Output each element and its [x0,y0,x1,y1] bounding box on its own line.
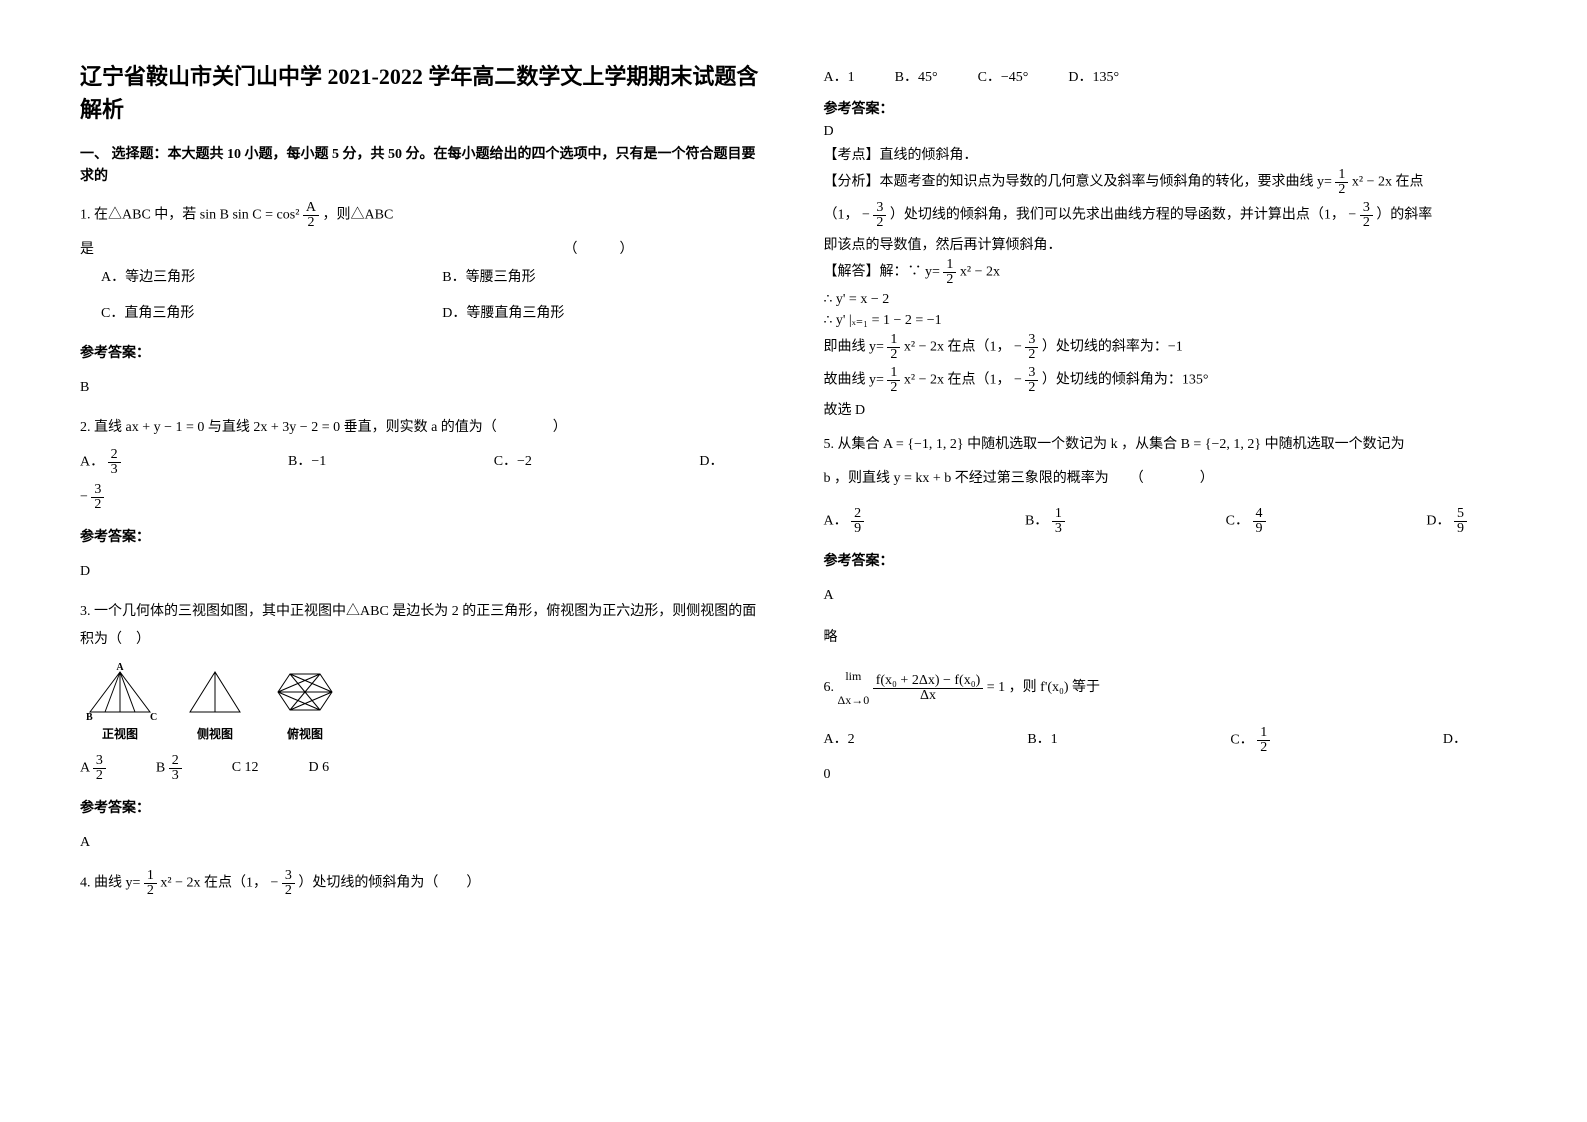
q6-options: A．2 B．1 C． 12 D． [824,726,1508,755]
q4-analysis-line3: 即该点的导数值，然后再计算倾斜角． [824,234,1508,254]
q4-ans-head: 参考答案： [824,98,1508,118]
q2-options: A． 23 B．−1 C．−2 D． [80,448,764,477]
q5-stem: 5. 从集合 A = {−1, 1, 2} 中随机选取一个数记为 k ，从集合 … [824,431,1508,459]
top-view-svg [270,662,340,722]
question-4-stem: 4. 曲线 y= 12 x² − 2x 在点（1， − 32 ）处切线的倾斜角为… [80,869,764,898]
q4-optB: B．45° [895,66,938,86]
question-1: 1. 在△ABC 中，若 sin B sin C = cos² A 2 ，则△A… [80,201,764,402]
q6-optB: B．1 [1027,726,1057,755]
front-view: A B C 正视图 [80,662,160,746]
q1-optA: A．等边三角形 [101,264,422,292]
page: 辽宁省鞍山市关门山中学 2021-2022 学年高二数学文上学期期末试题含解析 … [0,0,1587,970]
svg-text:A: A [116,662,124,673]
q6-optA: A．2 [824,726,855,755]
q4-sol-l2: ∴ y' = x − 2 [824,291,1508,308]
q6-optC: C． 12 [1230,726,1270,755]
q5-options: A． 29 B． 13 C． 49 D． 59 [824,507,1508,536]
q1-ans: B [80,374,764,402]
question-5: 5. 从集合 A = {−1, 1, 2} 中随机选取一个数记为 k ，从集合 … [824,431,1508,652]
q3-optD: D 6 [309,754,330,783]
front-view-svg: A B C [80,662,160,722]
q1-text: 1. 在△ABC 中，若 [80,208,200,223]
q4-sol-l4: 即曲线 y= 12 x² − 2x 在点（1， − 32 ）处切线的斜率为：−1 [824,333,1508,362]
question-2: 2. 直线 ax + y − 1 = 0 与直线 2x + 3y − 2 = 0… [80,414,764,586]
side-view-label: 侧视图 [180,722,250,746]
side-view: 侧视图 [180,662,250,746]
q2-optD-frac: − 32 [80,483,764,512]
q1-paren: （ ） [564,236,634,264]
q1-stem: 1. 在△ABC 中，若 sin B sin C = cos² A 2 ，则△A… [80,201,764,230]
q4-options: A．1 B．45° C．−45° D．135° [824,66,1508,86]
q3-optC: C 12 [232,754,259,783]
q3-options: A 32 B 23 C 12 D 6 [80,754,764,783]
q4-sol-l5: 故曲线 y= 12 x² − 2x 在点（1， − 32 ）处切线的倾斜角为：1… [824,366,1508,395]
q3-ans: A [80,829,764,857]
side-view-svg [180,662,250,722]
q5-optB: B． 13 [1025,507,1065,536]
q4-optC: C．−45° [978,66,1029,86]
exam-title: 辽宁省鞍山市关门山中学 2021-2022 学年高二数学文上学期期末试题含解析 [80,60,764,126]
q1-ans-head: 参考答案： [80,340,764,368]
q1-frac: A 2 [303,201,319,230]
q1-optD: D．等腰直角三角形 [442,300,763,328]
svg-text:B: B [86,712,93,722]
q3-stem: 3. 一个几何体的三视图如图，其中正视图中△ABC 是边长为 2 的正三角形，俯… [80,598,764,654]
right-column: A．1 B．45° C．−45° D．135° 参考答案： D 【考点】直线的倾… [824,60,1508,910]
left-column: 辽宁省鞍山市关门山中学 2021-2022 学年高二数学文上学期期末试题含解析 … [80,60,764,910]
q4-optD: D．135° [1068,66,1119,86]
q6-stem: 6. lim Δx→0 f(x₀ + 2Δx) − f(x₀) Δx = 1 ，… [824,664,1508,712]
top-view-label: 俯视图 [270,722,340,746]
q6-limit-frac: f(x₀ + 2Δx) − f(x₀) Δx [873,674,984,703]
q5-optA: A． 29 [824,507,865,536]
q2-optC: C．−2 [494,448,532,477]
three-view-figures: A B C 正视图 侧视图 [80,662,764,746]
q5-optC: C． 49 [1226,507,1266,536]
q1-optC: C．直角三角形 [101,300,422,328]
q3-ans-head: 参考答案： [80,795,764,823]
q2-optA: A． 23 [80,448,121,477]
q5-extra: 略 [824,624,1508,652]
q5-optD: D． 59 [1426,507,1467,536]
q4-analysis: 【分析】本题考查的知识点为导数的几何意义及斜率与倾斜角的转化，要求曲线 y= 1… [824,168,1508,197]
q4-ans: D [824,124,1508,140]
q4-sol-l6: 故选 D [824,399,1508,419]
q1-suffix: ，则△ABC [323,208,394,223]
q5-ans-head: 参考答案： [824,548,1508,576]
section1-heading: 一、 选择题：本大题共 10 小题，每小题 5 分，共 50 分。在每小题给出的… [80,144,764,189]
q4-sol-l3: ∴ y' |ₓ₌₁ = 1 − 2 = −1 [824,312,1508,329]
q4-optA: A．1 [824,66,855,86]
q4-solution: 【解答】解：∵ y= 12 x² − 2x [824,258,1508,287]
q6-limit: lim Δx→0 [838,664,870,712]
q2-ans-head: 参考答案： [80,524,764,552]
question-6: 6. lim Δx→0 f(x₀ + 2Δx) − f(x₀) Δx = 1 ，… [824,664,1508,789]
svg-text:C: C [150,712,157,722]
q3-optA: A 32 [80,754,106,783]
q4-analysis-line2: （1， − 32 ）处切线的倾斜角，我们可以先求出曲线方程的导函数，并计算出点（… [824,201,1508,230]
q1-line2: 是 （ ） [80,236,764,264]
q2-optD: D． [699,448,723,477]
q2-ans: D [80,558,764,586]
front-view-label: 正视图 [80,722,160,746]
q2-stem: 2. 直线 ax + y − 1 = 0 与直线 2x + 3y − 2 = 0… [80,414,764,442]
q4-tag1: 【考点】直线的倾斜角． [824,144,1508,164]
q2-optB: B．−1 [288,448,326,477]
q5-line2: b ，则直线 y = kx + b 不经过第三象限的概率为 （ ） [824,465,1508,493]
q5-ans: A [824,582,1508,610]
q6-extra: 0 [824,761,1508,789]
question-3: 3. 一个几何体的三视图如图，其中正视图中△ABC 是边长为 2 的正三角形，俯… [80,598,764,857]
q3-optB: B 23 [156,754,182,783]
top-view: 俯视图 [270,662,340,746]
q1-options: A．等边三角形 B．等腰三角形 C．直角三角形 D．等腰直角三角形 [101,264,764,328]
q1-optB: B．等腰三角形 [442,264,763,292]
q1-formula: sin B sin C = cos² [200,208,300,223]
q6-optD: D． [1443,726,1467,755]
